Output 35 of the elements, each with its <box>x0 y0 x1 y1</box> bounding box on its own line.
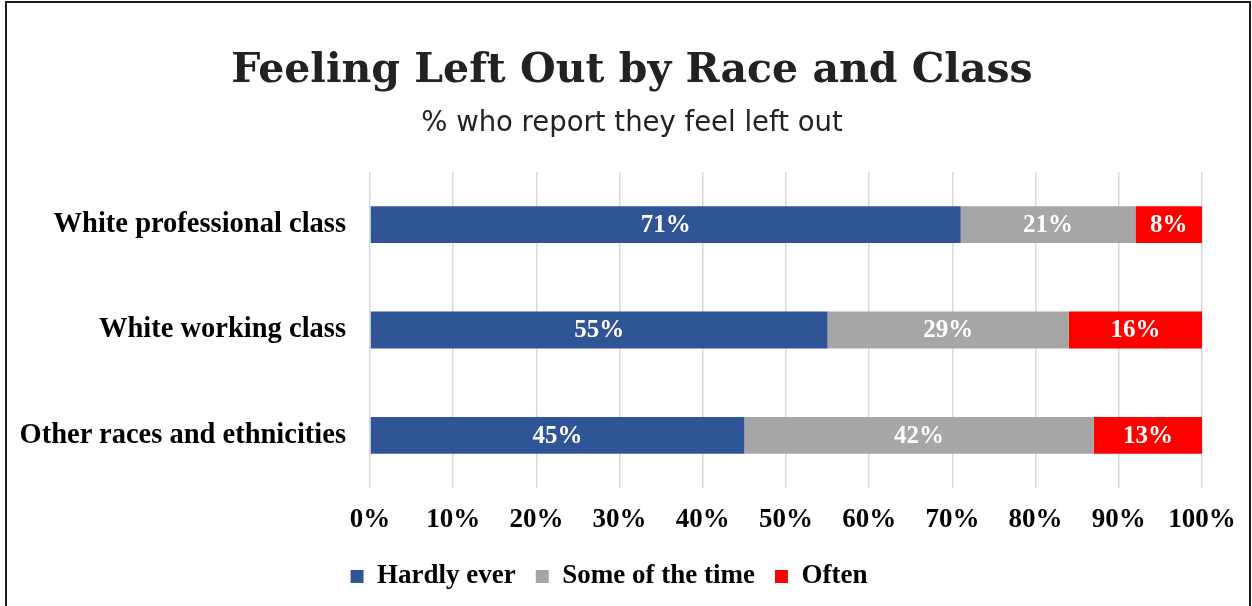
bar <box>1093 416 1202 454</box>
data-label: 55% <box>574 315 625 343</box>
x-tick-label: 0% <box>349 503 391 534</box>
x-tick-label: 20% <box>509 503 564 534</box>
x-tick-label: 70% <box>925 503 980 534</box>
bar <box>960 206 1136 244</box>
bar <box>370 206 961 244</box>
chart-subtitle: % who report they feel left out <box>420 104 844 138</box>
x-tick-label: 90% <box>1091 503 1146 534</box>
bar <box>744 416 1094 454</box>
x-tick-label: 30% <box>592 503 647 534</box>
legend-label: Often <box>801 559 868 590</box>
data-label: 21% <box>1023 210 1074 238</box>
data-label: 8% <box>1149 210 1188 238</box>
y-tick-label: White professional class <box>53 207 346 239</box>
x-tick-label: 10% <box>426 503 481 534</box>
y-tick-label: Other races and ethnicities <box>19 417 346 449</box>
chart-title: Feeling Left Out by Race and Class <box>230 43 1034 93</box>
data-label: 29% <box>923 315 974 343</box>
x-tick-label: 100% <box>1168 503 1236 534</box>
x-tick-label: 40% <box>675 503 730 534</box>
bar <box>370 416 745 454</box>
data-label: 71% <box>640 210 691 238</box>
bar <box>827 311 1069 349</box>
x-tick-label: 60% <box>842 503 897 534</box>
bar <box>370 311 828 349</box>
data-label: 16% <box>1110 315 1161 343</box>
y-tick-label: White working class <box>98 312 346 344</box>
data-label: 13% <box>1122 420 1173 448</box>
x-tick-label: 80% <box>1008 503 1063 534</box>
data-label: 45% <box>532 420 583 448</box>
data-label: 42% <box>894 420 945 448</box>
legend-label: Hardly ever <box>377 559 516 590</box>
legend-label: Some of the time <box>562 559 755 590</box>
x-tick-label: 50% <box>759 503 813 534</box>
